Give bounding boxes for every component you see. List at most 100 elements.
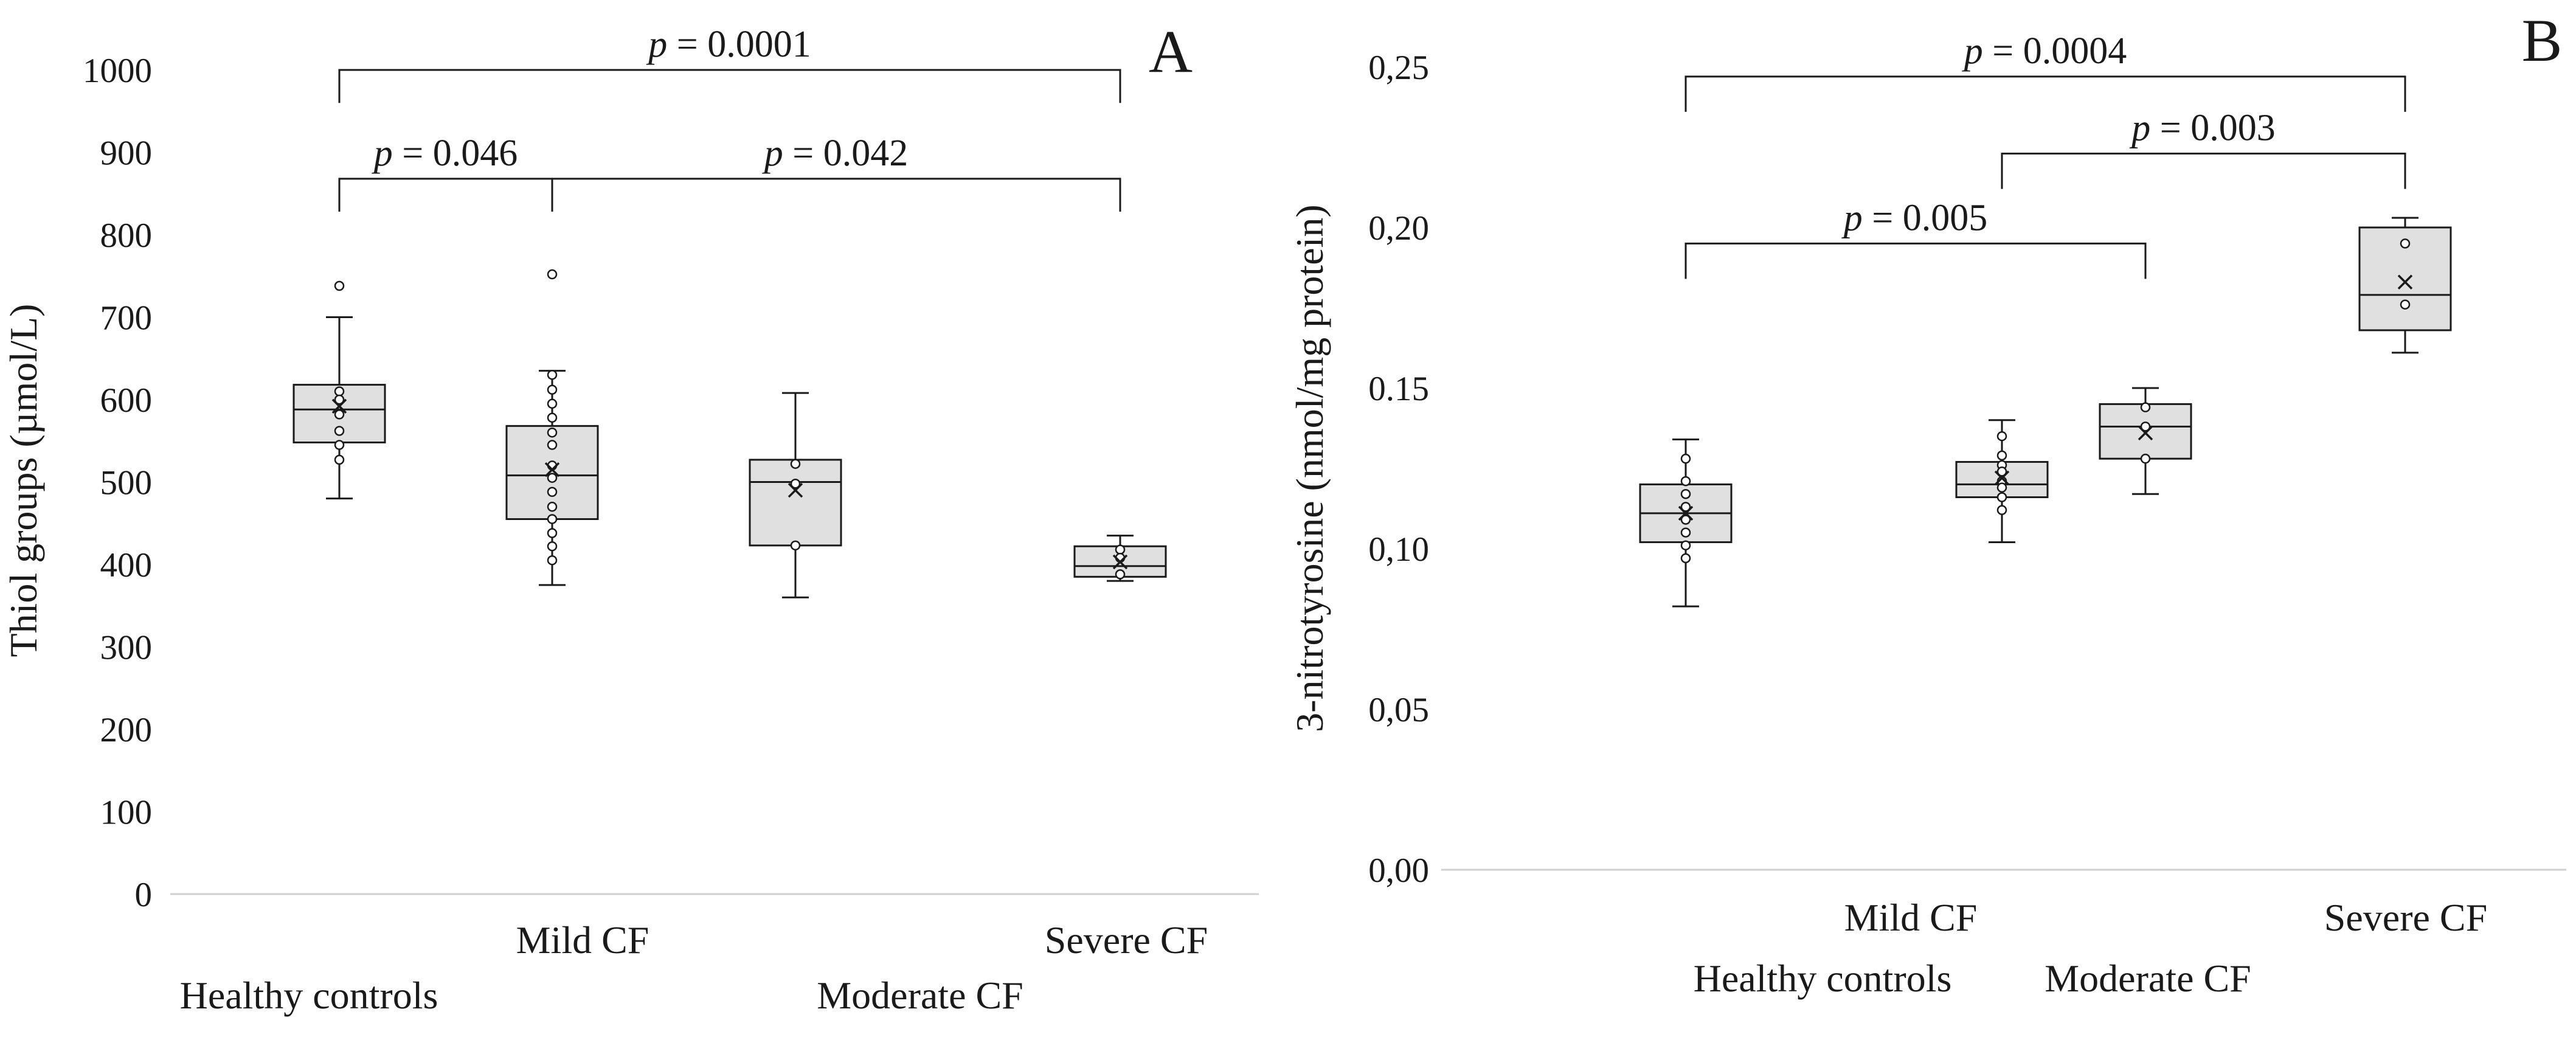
data-point xyxy=(547,427,558,438)
data-point xyxy=(1680,453,1691,464)
p-value-label: p = 0.0004 xyxy=(1962,30,2127,72)
data-point xyxy=(1680,540,1691,550)
data-point xyxy=(1996,505,2007,515)
y-tick-label: 800 xyxy=(100,217,153,255)
data-point xyxy=(1680,476,1691,487)
data-point xyxy=(334,394,345,405)
data-point xyxy=(334,440,345,450)
y-tick-label: 400 xyxy=(100,546,153,584)
y-tick-label: 0,05 xyxy=(1368,691,1429,729)
category-label-healthy-controls: Healthy controls xyxy=(180,974,438,1017)
y-axis-label: 3-nitrotyrosine (nmol/mg protein) xyxy=(1288,204,1331,732)
p-symbol: p xyxy=(2129,108,2150,149)
data-point xyxy=(547,514,558,524)
mean-marker xyxy=(2138,425,2153,441)
data-point xyxy=(547,473,558,483)
category-label-moderate-cf: Moderate CF xyxy=(817,974,1023,1017)
comparison-healthy-controls-vs-moderate-cf: p = 0.005 xyxy=(1684,197,2147,279)
p-value-label: p = 0.005 xyxy=(1841,197,1987,238)
y-tick-label: 300 xyxy=(100,629,153,667)
y-tick-label: 100 xyxy=(100,794,153,832)
y-axis-label: Thiol groups (µmol/L) xyxy=(2,304,45,657)
p-value: = 0.0004 xyxy=(1983,30,2127,72)
mean-marker xyxy=(1994,470,2010,486)
data-point xyxy=(1996,431,2007,442)
comparison-healthy-controls-vs-severe-cf: p = 0.0004 xyxy=(1684,30,2406,112)
data-point xyxy=(334,280,345,291)
panel-b: 0,00 0,05 0,10 0.15 0,20 0,25 3-nitrotyrosine … xyxy=(1288,7,2566,1000)
box-moderate-cf xyxy=(749,392,842,598)
data-point xyxy=(2400,238,2411,249)
comparison-bracket xyxy=(2001,153,2406,189)
data-point xyxy=(1680,488,1691,499)
mean-marker xyxy=(788,482,803,498)
data-point xyxy=(547,384,558,395)
category-label-severe-cf: Severe CF xyxy=(2324,896,2487,939)
p-symbol: p xyxy=(372,133,393,174)
p-value: = 0.005 xyxy=(1863,197,1987,238)
y-tick-label: 0,25 xyxy=(1368,49,1429,87)
data-point xyxy=(334,409,345,420)
y-tick-label: 0,10 xyxy=(1368,530,1429,569)
category-label-healthy-controls: Healthy controls xyxy=(1694,957,1952,1000)
data-point xyxy=(334,386,345,397)
p-value-label: p = 0.003 xyxy=(2129,108,2275,149)
category-label-severe-cf: Severe CF xyxy=(1045,918,1208,962)
comparison-bracket xyxy=(338,178,553,212)
data-point xyxy=(790,540,801,551)
p-value: = 0.003 xyxy=(2150,108,2275,149)
data-point xyxy=(547,370,558,380)
p-value-label: p = 0.042 xyxy=(762,133,908,174)
y-tick-label: 0 xyxy=(135,876,153,914)
data-point xyxy=(547,269,558,280)
y-tick-label: 0.15 xyxy=(1368,370,1429,408)
data-point xyxy=(547,555,558,566)
comparison-mild-cf-vs-severe-cf: p = 0.003 xyxy=(2001,108,2406,189)
box-healthy-controls xyxy=(1639,438,1733,608)
p-symbol: p xyxy=(646,24,667,65)
box-healthy-controls xyxy=(293,280,386,500)
data-point xyxy=(334,454,345,465)
mean-marker xyxy=(544,462,560,477)
p-symbol: p xyxy=(762,133,783,174)
data-point xyxy=(1680,502,1691,512)
comparison-bracket xyxy=(338,69,1121,103)
data-point xyxy=(334,426,345,436)
data-point xyxy=(547,398,558,409)
y-tick-label: 1000 xyxy=(83,52,152,90)
data-point xyxy=(2140,421,2151,432)
data-point xyxy=(1680,527,1691,538)
data-point xyxy=(1996,450,2007,461)
data-point xyxy=(547,440,558,450)
category-label-moderate-cf: Moderate CF xyxy=(2045,957,2251,1000)
comparison-mild-cf-vs-severe-cf: p = 0.042 xyxy=(551,133,1121,212)
y-tick-label: 700 xyxy=(100,299,153,338)
panel-label: A xyxy=(1149,18,1193,85)
panel-label: B xyxy=(2522,7,2563,74)
data-point xyxy=(1996,482,2007,493)
data-point xyxy=(2140,402,2151,412)
data-point xyxy=(547,487,558,498)
mean-marker xyxy=(2397,274,2413,290)
p-value: = 0.042 xyxy=(783,133,908,174)
y-tick-label: 600 xyxy=(100,381,153,420)
data-point xyxy=(1115,544,1126,555)
data-point xyxy=(547,501,558,512)
box-severe-cf xyxy=(2358,217,2452,354)
data-point xyxy=(2140,453,2151,464)
y-tick-label: 0,20 xyxy=(1368,209,1429,248)
category-label-mild-cf: Mild CF xyxy=(516,918,649,962)
data-point xyxy=(1680,553,1691,564)
mean-marker xyxy=(1678,505,1694,521)
p-symbol: p xyxy=(1962,30,1983,72)
comparison-bracket xyxy=(1684,75,2406,112)
comparison-bracket xyxy=(1684,242,2147,279)
data-point xyxy=(790,459,801,469)
data-point xyxy=(1996,466,2007,477)
panel-a: 0 100 200 300 400 500 600 700 800 900 1000 Thiol gr… xyxy=(2,18,1259,1017)
comparison-healthy-controls-vs-mild-cf: p = 0.046 xyxy=(338,133,553,212)
box-moderate-cf xyxy=(2099,387,2192,495)
data-point xyxy=(547,541,558,552)
